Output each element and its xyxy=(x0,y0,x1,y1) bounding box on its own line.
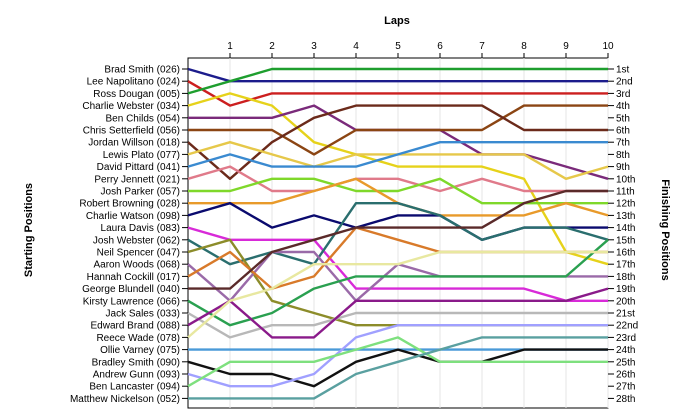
starting-position-label: Andrew Gunn (093) xyxy=(93,370,180,381)
x-tick-label: 7 xyxy=(479,41,485,52)
finishing-position-label: 21st xyxy=(616,309,635,320)
finishing-position-label: 1st xyxy=(616,65,630,76)
x-tick-label: 9 xyxy=(563,41,569,52)
starting-position-label: David Pittard (041) xyxy=(97,162,180,173)
starting-position-label: Ross Dougan (005) xyxy=(93,89,180,100)
finishing-position-label: 24th xyxy=(616,345,635,356)
series-line xyxy=(188,177,608,205)
starting-position-label: Edward Brand (088) xyxy=(91,321,181,332)
finishing-position-label: 10th xyxy=(616,174,635,185)
starting-position-label: Ollie Varney (075) xyxy=(100,345,180,356)
right-axis-title: Finishing Positions xyxy=(659,179,671,280)
x-tick-label: 8 xyxy=(521,41,527,52)
starting-position-label: Lewis Plato (077) xyxy=(103,150,180,161)
starting-position-label: Lee Napolitano (024) xyxy=(87,77,180,88)
finishing-position-label: 9th xyxy=(616,162,630,173)
starting-position-label: Robert Browning (028) xyxy=(79,199,180,210)
starting-position-label: George Blundell (040) xyxy=(82,284,180,295)
starting-position-label: Ben Childs (054) xyxy=(106,113,180,124)
series-line xyxy=(188,336,608,400)
starting-position-label: Perry Jennett (021) xyxy=(94,174,180,185)
finishing-position-label: 7th xyxy=(616,138,630,149)
finishing-position-label: 22nd xyxy=(616,321,638,332)
starting-position-label: Matthew Nickelson (052) xyxy=(70,394,180,405)
starting-position-label: Jack Sales (033) xyxy=(106,309,180,320)
series-line xyxy=(187,80,608,107)
starting-position-label: Ben Lancaster (094) xyxy=(89,382,180,393)
x-tick-label: 10 xyxy=(602,41,614,52)
series-line xyxy=(187,238,609,327)
starting-position-labels: Brad Smith (026)Lee Napolitano (024)Ross… xyxy=(70,65,188,405)
finishing-position-label: 15th xyxy=(616,235,635,246)
starting-position-label: Hannah Cockill (017) xyxy=(87,272,180,283)
finishing-position-label: 17th xyxy=(616,260,635,271)
finishing-position-label: 18th xyxy=(616,272,635,283)
series-line xyxy=(187,104,608,181)
x-tick-label: 6 xyxy=(437,41,443,52)
finishing-position-label: 28th xyxy=(616,394,635,405)
series-line xyxy=(187,140,608,168)
finishing-position-label: 8th xyxy=(616,150,630,161)
series-line xyxy=(187,250,608,339)
finishing-position-label: 6th xyxy=(616,126,630,137)
series-line xyxy=(187,348,608,388)
finishing-position-label: 5th xyxy=(616,113,630,124)
finishing-position-label: 4th xyxy=(616,101,630,112)
finishing-position-label: 12th xyxy=(616,199,635,210)
finishing-position-label: 26th xyxy=(616,370,635,381)
x-axis-ticks: 1 2 3 4 5 6 7 8 9 10 xyxy=(227,41,614,58)
series-line xyxy=(187,201,609,266)
x-tick-label: 1 xyxy=(227,41,233,52)
finishing-position-label: 3rd xyxy=(616,89,630,100)
starting-position-label: Charlie Webster (034) xyxy=(82,101,180,112)
starting-position-label: Charlie Watson (098) xyxy=(86,211,180,222)
chart-title: Laps xyxy=(384,15,410,27)
starting-position-label: Josh Parker (057) xyxy=(101,187,180,198)
x-tick-label: 4 xyxy=(353,41,359,52)
finishing-position-label: 19th xyxy=(616,284,635,295)
finishing-position-label: 25th xyxy=(616,357,635,368)
x-tick-label: 5 xyxy=(395,41,401,52)
left-axis-title: Starting Positions xyxy=(23,183,35,277)
finishing-position-labels: 1st2nd3rd4th5th6th7th8th9th10th11th12th1… xyxy=(608,65,638,405)
finishing-position-label: 11th xyxy=(616,187,635,198)
finishing-position-label: 23rd xyxy=(616,333,636,344)
finishing-position-label: 27th xyxy=(616,382,635,393)
series-line xyxy=(187,287,609,339)
x-tick-label: 2 xyxy=(269,41,275,52)
starting-position-label: Jordan Willson (018) xyxy=(88,138,180,149)
series-line xyxy=(188,189,608,290)
starting-position-label: Reece Wade (078) xyxy=(96,333,180,344)
starting-position-label: Kirsty Lawrence (066) xyxy=(83,296,180,307)
finishing-position-label: 13th xyxy=(616,211,635,222)
series-line xyxy=(187,311,608,339)
series-line xyxy=(187,67,608,83)
starting-position-label: Bradley Smith (090) xyxy=(92,357,180,368)
starting-position-label: Brad Smith (026) xyxy=(104,65,180,76)
starting-position-label: Josh Webster (062) xyxy=(93,235,180,246)
finishing-position-label: 16th xyxy=(616,248,635,259)
series-line xyxy=(188,104,608,156)
starting-position-label: Chris Setterfield (056) xyxy=(83,126,180,137)
finishing-position-label: 2nd xyxy=(616,77,633,88)
series-line xyxy=(187,226,608,302)
finishing-position-label: 20th xyxy=(616,296,635,307)
series-line xyxy=(187,336,608,388)
series-lines xyxy=(187,67,609,400)
series-line xyxy=(187,67,608,95)
starting-position-label: Neil Spencer (047) xyxy=(97,248,180,259)
series-line xyxy=(187,324,608,388)
starting-position-label: Laura Davis (083) xyxy=(101,223,180,234)
x-tick-label: 3 xyxy=(311,41,317,52)
finishing-position-label: 14th xyxy=(616,223,635,234)
starting-position-label: Aaron Woods (068) xyxy=(93,260,180,271)
